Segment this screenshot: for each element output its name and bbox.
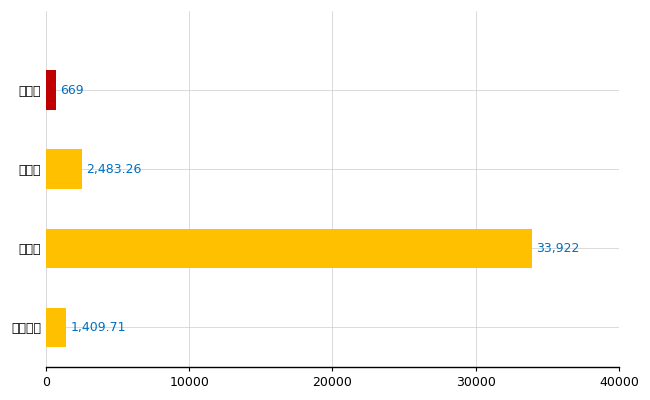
- Bar: [46, 150, 81, 189]
- Text: 2,483.26: 2,483.26: [86, 163, 141, 176]
- Text: 1,409.71: 1,409.71: [70, 321, 126, 334]
- Bar: [46, 70, 55, 110]
- Bar: [46, 308, 66, 347]
- Text: 669: 669: [60, 84, 83, 97]
- Text: 33,922: 33,922: [536, 242, 580, 255]
- Bar: [46, 228, 532, 268]
